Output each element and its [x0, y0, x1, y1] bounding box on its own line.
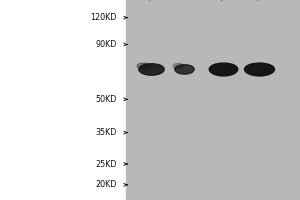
Text: 35KD: 35KD [96, 128, 117, 137]
Text: 20KD: 20KD [96, 180, 117, 189]
Ellipse shape [244, 63, 274, 76]
Text: Hela: Hela [146, 0, 162, 1]
Ellipse shape [209, 63, 238, 76]
Text: 90KD: 90KD [96, 40, 117, 49]
Ellipse shape [175, 65, 194, 74]
Ellipse shape [139, 64, 164, 75]
Text: Liver: Liver [218, 0, 235, 1]
Text: 25KD: 25KD [95, 160, 117, 169]
Text: 50KD: 50KD [96, 95, 117, 104]
Text: 120KD: 120KD [91, 13, 117, 22]
Ellipse shape [137, 63, 151, 69]
Bar [126, 0, 300, 200]
Text: Liver: Liver [254, 0, 271, 1]
Ellipse shape [173, 63, 184, 69]
Text: HepG2: HepG2 [179, 0, 201, 1]
